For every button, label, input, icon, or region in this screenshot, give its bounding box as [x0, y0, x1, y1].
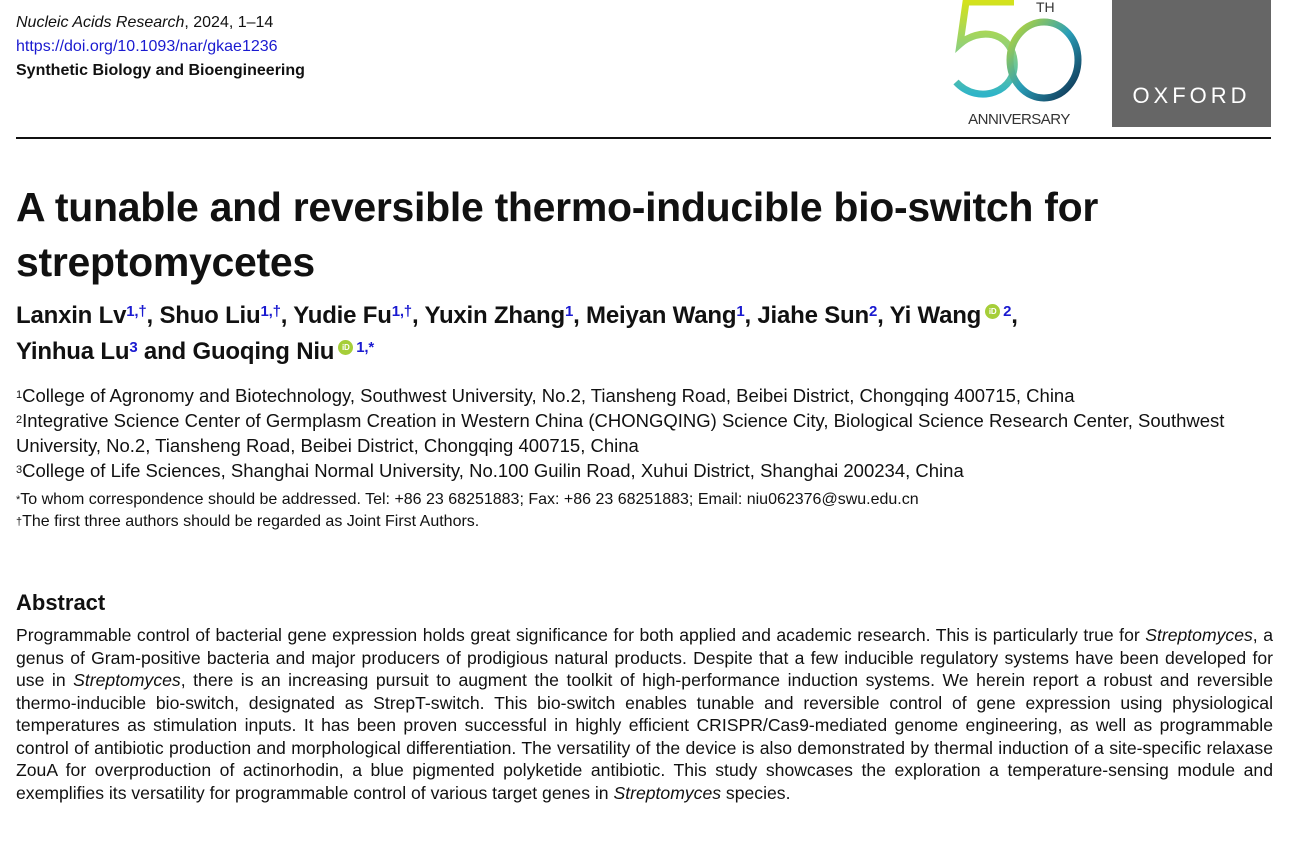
affiliation: 1College of Agronomy and Biotechnology, … — [16, 385, 1075, 406]
header-rule — [16, 137, 1271, 139]
affiliation: 2Integrative Science Center of Germplasm… — [16, 410, 1225, 456]
author[interactable]: Lanxin Lv1,† — [16, 302, 147, 329]
affiliations: 1College of Agronomy and Biotechnology, … — [16, 383, 1286, 483]
abstract-heading: Abstract — [16, 590, 106, 615]
abstract-body: Programmable control of bacterial gene e… — [16, 625, 1273, 803]
author[interactable]: Yinhua Lu3 — [16, 338, 138, 365]
author[interactable]: Yi Wang iD 2 — [889, 302, 1012, 329]
journal-year-pages: , 2024, 1–14 — [184, 14, 274, 31]
journal-name: Nucleic Acids Research — [16, 14, 185, 31]
orcid-icon[interactable]: iD — [338, 340, 354, 355]
doi-link[interactable]: https://doi.org/10.1093/nar/gkae1236 — [16, 38, 278, 55]
author[interactable]: Meiyan Wang1 — [586, 302, 745, 329]
50th-anniversary-logo: TH — [953, 0, 1082, 102]
journal-header: Nucleic Acids Research, 2024, 1–14 https… — [16, 11, 305, 83]
author[interactable]: Yudie Fu1,† — [293, 302, 412, 329]
anniversary-text: ANNIVERSARY — [968, 111, 1070, 128]
orcid-icon[interactable]: iD — [985, 304, 1001, 319]
joint-first-note: †The first three authors should be regar… — [16, 513, 480, 530]
correspondence-note: *To whom correspondence should be addres… — [16, 491, 919, 508]
author[interactable]: Jiahe Sun2 — [757, 302, 878, 329]
paper-title: A tunable and reversible thermo-inducibl… — [16, 184, 1098, 285]
anniversary-th: TH — [1036, 0, 1055, 15]
author-list: Lanxin Lv1,†, Shuo Liu1,†, Yudie Fu1,†, … — [16, 302, 1018, 365]
journal-section: Synthetic Biology and Bioengineering — [16, 62, 305, 79]
oxford-logo: OXFORD — [1112, 0, 1271, 127]
author[interactable]: Guoqing Niu iD 1,* — [192, 338, 374, 365]
author-notes: *To whom correspondence should be addres… — [16, 489, 1286, 533]
affiliation: 3College of Life Sciences, Shanghai Norm… — [16, 460, 964, 481]
oxford-wordmark: OXFORD — [1132, 83, 1251, 108]
author[interactable]: Shuo Liu1,† — [159, 302, 281, 329]
author[interactable]: Yuxin Zhang1 — [424, 302, 574, 329]
